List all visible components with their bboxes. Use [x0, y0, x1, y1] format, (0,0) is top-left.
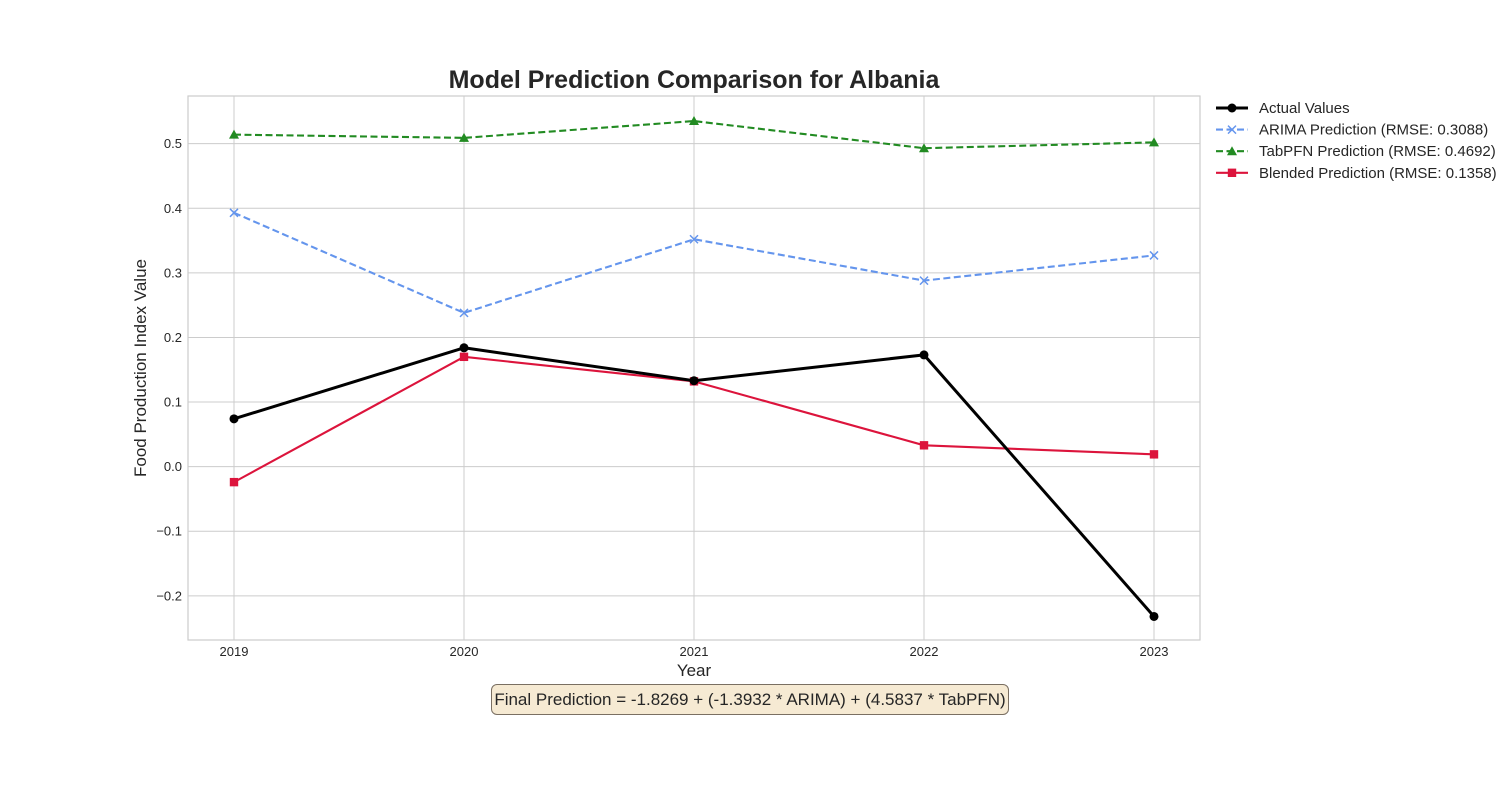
legend: Actual Values ARIMA Prediction (RMSE: 0.3…: [1216, 100, 1497, 182]
y-tick-label: 0.5: [164, 136, 182, 151]
data-point: [229, 414, 239, 424]
legend-marker: [1227, 103, 1237, 113]
data-point: [919, 441, 929, 450]
y-axis-ticks: −0.2 −0.1 0.0 0.1 0.2 0.3 0.4 0.5: [156, 136, 182, 603]
formula-annotation: Final Prediction = -1.8269 + (-1.3932 * …: [491, 684, 1009, 715]
x-axis-label: Year: [677, 661, 712, 680]
data-point: [919, 276, 929, 286]
legend-entry-0: Actual Values: [1216, 100, 1350, 117]
x-tick-label: 2021: [680, 644, 709, 659]
data-point: [689, 116, 699, 126]
series-0: [229, 343, 1159, 621]
y-tick-label: 0.2: [164, 330, 182, 345]
legend-marker: [1227, 146, 1237, 156]
data-point: [459, 343, 469, 353]
data-point: [689, 234, 699, 244]
x-axis-ticks: 2019 2020 2021 2022 2023: [220, 644, 1169, 659]
series-2: [229, 116, 1159, 153]
y-tick-label: 0.3: [164, 265, 182, 280]
x-tick-label: 2022: [910, 644, 939, 659]
y-axis-label: Food Production Index Value: [131, 259, 150, 477]
series-1: [229, 208, 1159, 318]
series-line-1: [233, 211, 1155, 314]
legend-label: ARIMA Prediction (RMSE: 0.3088): [1259, 122, 1488, 139]
legend-entry-2: TabPFN Prediction (RMSE: 0.4692): [1216, 143, 1496, 160]
y-tick-label: −0.1: [156, 524, 182, 539]
data-point: [1149, 250, 1159, 260]
x-tick-label: 2020: [450, 644, 479, 659]
legend-marker: [1227, 168, 1237, 177]
legend-entry-3: Blended Prediction (RMSE: 0.1358): [1216, 165, 1497, 182]
data-point: [1149, 611, 1159, 621]
grid: [188, 96, 1200, 640]
data-point: [919, 350, 929, 360]
y-tick-label: 0.0: [164, 459, 182, 474]
y-tick-label: 0.4: [164, 201, 182, 216]
legend-entry-1: ARIMA Prediction (RMSE: 0.3088): [1216, 122, 1488, 139]
data-point: [1149, 137, 1159, 147]
plot-frame: [187, 95, 1201, 641]
legend-label: Blended Prediction (RMSE: 0.1358): [1259, 165, 1497, 182]
legend-label: Actual Values: [1259, 100, 1350, 117]
legend-marker: [1227, 125, 1237, 135]
legend-label: TabPFN Prediction (RMSE: 0.4692): [1259, 143, 1496, 160]
series: [229, 116, 1159, 621]
y-tick-label: −0.2: [156, 588, 182, 603]
data-point: [689, 376, 699, 386]
data-point: [459, 132, 469, 142]
data-point: [229, 208, 239, 218]
y-tick-label: 0.1: [164, 395, 182, 410]
data-point: [229, 129, 239, 139]
data-point: [1149, 450, 1159, 459]
data-point: [459, 308, 469, 318]
chart-title: Model Prediction Comparison for Albania: [449, 66, 941, 94]
x-tick-label: 2019: [220, 644, 249, 659]
data-point: [459, 352, 469, 362]
data-point: [919, 143, 929, 153]
series-line-2: [233, 120, 1155, 150]
data-point: [229, 477, 239, 487]
x-tick-label: 2023: [1140, 644, 1169, 659]
